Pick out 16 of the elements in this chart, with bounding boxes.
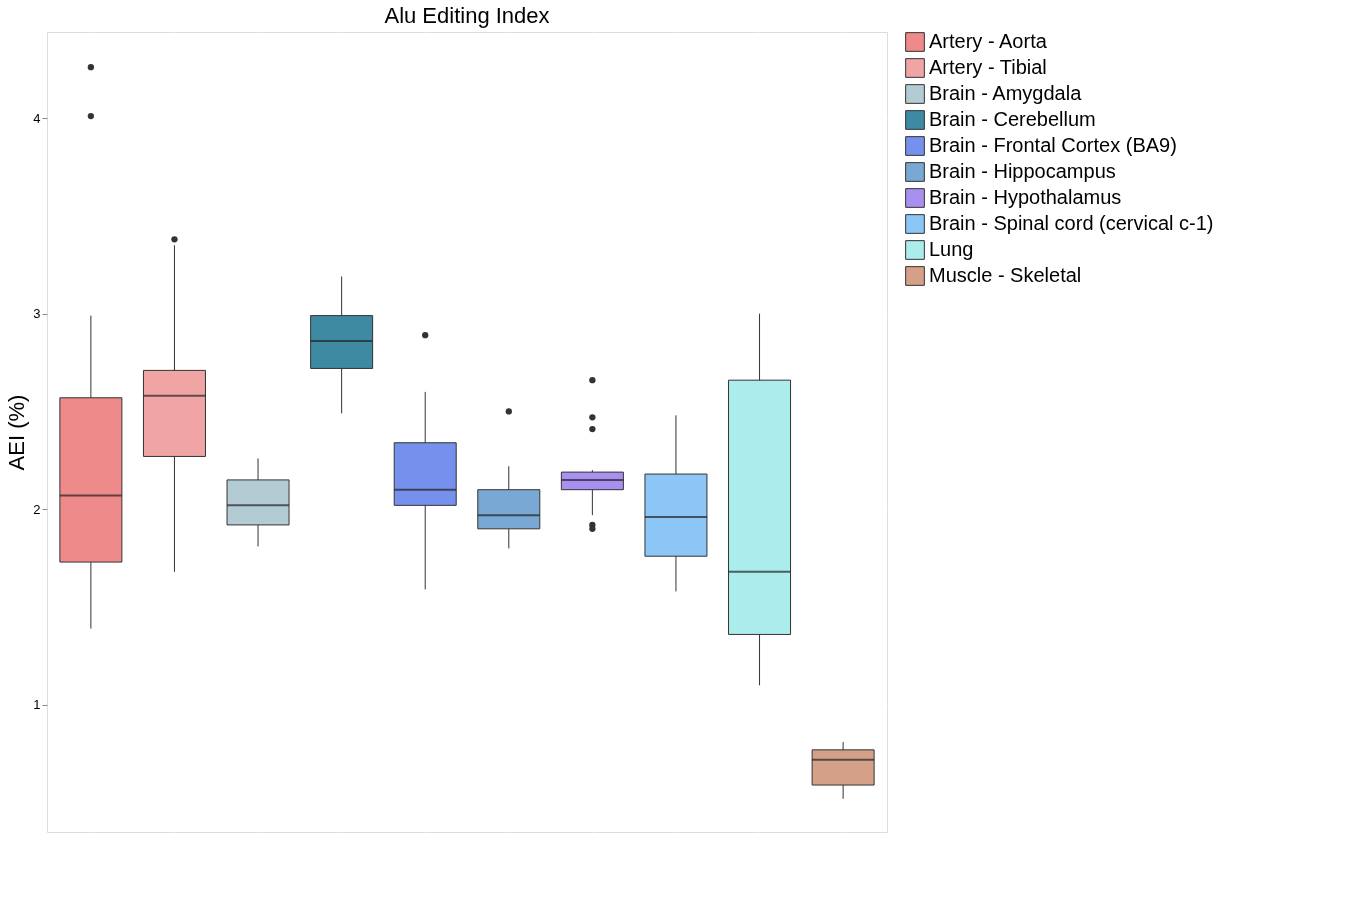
legend-label: Brain - Hippocampus (929, 160, 1116, 182)
legend-label: Brain - Spinal cord (cervical c-1) (929, 212, 1214, 234)
legend-label: Lung (929, 238, 974, 260)
legend-label: Brain - Cerebellum (929, 108, 1096, 130)
legend-label: Muscle - Skeletal (929, 264, 1082, 286)
legend-label: Brain - Frontal Cortex (BA9) (929, 134, 1177, 156)
legend-label: Brain - Amygdala (929, 82, 1083, 104)
legend-label: Artery - Aorta (929, 30, 1048, 52)
y-tick-label: 1 (33, 697, 41, 713)
y-tick-label: 2 (33, 501, 41, 517)
legend-label: Brain - Hypothalamus (929, 186, 1122, 208)
chart-title: Alu Editing Index (384, 3, 550, 28)
legend-label: Artery - Tibial (929, 56, 1047, 78)
y-axis-title: AEI (%) (4, 394, 30, 471)
y-tick-label: 4 (33, 110, 41, 126)
y-tick-label: 3 (33, 306, 41, 322)
